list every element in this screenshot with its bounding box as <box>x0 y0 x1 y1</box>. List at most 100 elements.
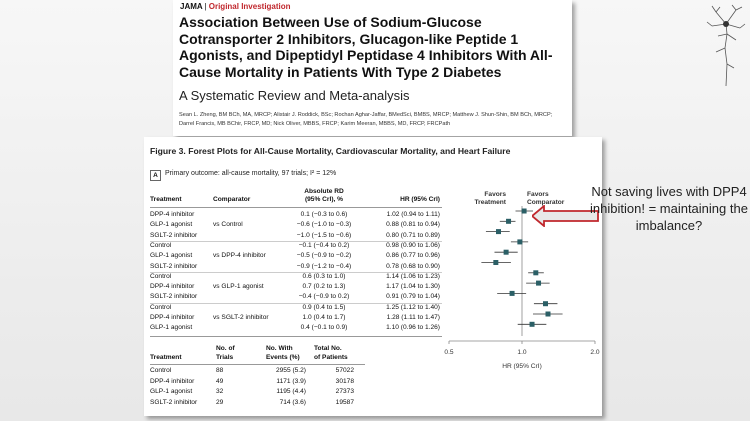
figure-panel: Figure 3. Forest Plots for All-Cause Mor… <box>144 137 602 416</box>
summary-events: 1195 (4.4) <box>276 388 306 396</box>
summary-header-events-1: No. With <box>266 345 293 352</box>
hr-point <box>506 218 512 224</box>
x-tick-label: 1.0 <box>517 349 526 356</box>
row-hr: 0.78 (0.68 to 0.90) <box>386 262 440 270</box>
hr-point <box>536 280 542 286</box>
row-treatment: SGLT-2 inhibitor <box>150 262 198 270</box>
row-treatment: DPP-4 inhibitor <box>150 314 195 321</box>
row-rd: −0.6 (−1.0 to −0.3) <box>296 221 352 229</box>
x-tick-label: 0.5 <box>444 349 453 356</box>
hr-point <box>517 239 523 245</box>
summary-patients: 19587 <box>335 398 354 406</box>
section-label: Original Investigation <box>208 2 291 11</box>
row-rd: −1.0 (−1.5 to −0.6) <box>296 231 352 239</box>
slide-annotation: Not saving lives with DPP4 inhibition! =… <box>590 184 748 233</box>
row-treatment: GLP-1 agonist <box>150 221 193 229</box>
hr-point <box>495 229 501 235</box>
header-rule <box>150 207 442 208</box>
row-comparator: vs DPP-4 inhibitor <box>213 252 266 260</box>
row-hr: 1.17 (1.04 to 1.30) <box>386 283 440 291</box>
row-hr: 0.91 (0.79 to 1.04) <box>386 293 440 301</box>
row-rd: 0.9 (0.4 to 1.5) <box>302 303 346 311</box>
summary-trials: 49 <box>216 377 224 385</box>
row-treatment: DPP-4 inhibitor <box>150 211 195 218</box>
row-rd: −0.1 (−0.4 to 0.2) <box>298 241 350 249</box>
treatment-header: Treatment <box>150 196 182 203</box>
group-divider <box>150 241 442 243</box>
summary-treatment: Control <box>150 367 172 374</box>
row-hr: 1.25 (1.12 to 1.40) <box>386 303 440 311</box>
hr-point <box>533 270 539 276</box>
summary-trials: 32 <box>216 388 224 396</box>
summary-events: 2955 (5.2) <box>275 367 306 374</box>
favors-treatment-line1: Favors <box>484 191 506 198</box>
hr-point <box>509 290 515 296</box>
hr-point <box>545 311 551 317</box>
summary-header-patients-2: of Patients <box>314 354 348 361</box>
row-treatment: SGLT-2 inhibitor <box>150 231 198 239</box>
journal-separator: | <box>204 2 207 11</box>
row-rd: 1.0 (0.4 to 1.7) <box>302 314 346 321</box>
row-comparator: vs SGLT-2 inhibitor <box>213 314 269 321</box>
row-treatment: Control <box>150 272 172 280</box>
row-rd: −0.5 (−0.9 to −0.2) <box>296 252 352 260</box>
primary-outcome: Primary outcome: all-cause mortality, 97… <box>165 170 337 177</box>
summary-header-trials-2: Trials <box>216 354 234 361</box>
summary-patients: 30178 <box>335 377 354 385</box>
summary-treatment: GLP-1 agonist <box>150 388 193 396</box>
row-treatment: SGLT-2 inhibitor <box>150 293 198 301</box>
summary-patients: 27373 <box>335 388 354 396</box>
journal-line: JAMA | Original Investigation <box>180 2 291 11</box>
summary-header-events-2: Events (%) <box>266 354 300 361</box>
summary-header-trials-1: No. of <box>216 345 235 352</box>
row-comparator: vs GLP-1 agonist <box>213 283 264 291</box>
row-rd: −0.4 (−0.9 to 0.2) <box>298 293 350 301</box>
summary-treatment: SGLT-2 inhibitor <box>150 398 198 406</box>
group-divider <box>150 303 442 304</box>
group-divider <box>150 272 442 274</box>
summary-patients: 57022 <box>335 367 354 374</box>
article-subtitle: A Systematic Review and Meta-analysis <box>179 88 410 103</box>
x-tick-label: 2.0 <box>590 349 599 356</box>
summary-trials: 88 <box>216 367 224 374</box>
rd-header-1: Absolute RD <box>304 188 344 195</box>
x-axis-label: HR (95% CrI) <box>502 363 542 370</box>
summary-events: 1171 (3.9) <box>276 377 306 385</box>
row-hr: 0.86 (0.77 to 0.96) <box>386 252 440 260</box>
forest-plot: 0.5 1.0 2.0 HR (95% CrI) <box>444 206 600 370</box>
row-hr: 1.10 (0.96 to 1.26) <box>386 324 440 332</box>
favors-comparator-line2: Comparator <box>527 199 565 206</box>
favors-comparator-line1: Favors <box>527 191 549 198</box>
favors-comparator-label: Favors Comparator <box>527 191 564 207</box>
row-rd: −0.9 (−1.2 to −0.4) <box>296 262 352 270</box>
hr-point <box>503 249 509 255</box>
row-rd: 0.4 (−0.1 to 0.9) <box>300 324 348 332</box>
row-hr: 1.02 (0.94 to 1.11) <box>386 211 440 218</box>
row-comparator: vs Control <box>213 221 243 229</box>
row-rd: 0.1 (−0.3 to 0.6) <box>300 211 348 218</box>
article-title: Association Between Use of Sodium-Glucos… <box>179 14 553 80</box>
neuron-emblem-icon <box>706 4 746 87</box>
row-rd: 0.7 (0.2 to 1.3) <box>302 283 346 291</box>
row-treatment: GLP-1 agonist <box>150 252 193 260</box>
summary-header-rule <box>150 364 365 365</box>
panel-badge: A <box>150 170 161 181</box>
row-treatment: GLP-1 agonist <box>150 324 193 332</box>
summary-events: 714 (3.6) <box>279 398 306 406</box>
row-rd: 0.6 (0.3 to 1.0) <box>302 272 346 280</box>
summary-header-treatment: Treatment <box>150 354 182 361</box>
author-list: Sean L. Zheng, BM BCh, MA, MRCP; Alistai… <box>179 112 553 127</box>
rd-header-2: (95% CrI), % <box>304 196 344 203</box>
row-hr: 0.80 (0.71 to 0.89) <box>386 231 440 239</box>
figure-title: Figure 3. Forest Plots for All-Cause Mor… <box>150 146 511 156</box>
favors-treatment-line2: Treatment <box>474 199 506 206</box>
hr-header: HR (95% CrI) <box>400 196 440 203</box>
comparator-header: Comparator <box>213 196 251 203</box>
article-header: JAMA | Original Investigation Association … <box>173 0 572 136</box>
table-bottom-rule <box>150 336 442 337</box>
summary-header-patients-1: Total No. <box>314 345 342 352</box>
journal-name: JAMA <box>180 2 203 11</box>
row-treatment: Control <box>150 241 172 249</box>
row-hr: 1.14 (1.06 to 1.23) <box>386 272 440 280</box>
